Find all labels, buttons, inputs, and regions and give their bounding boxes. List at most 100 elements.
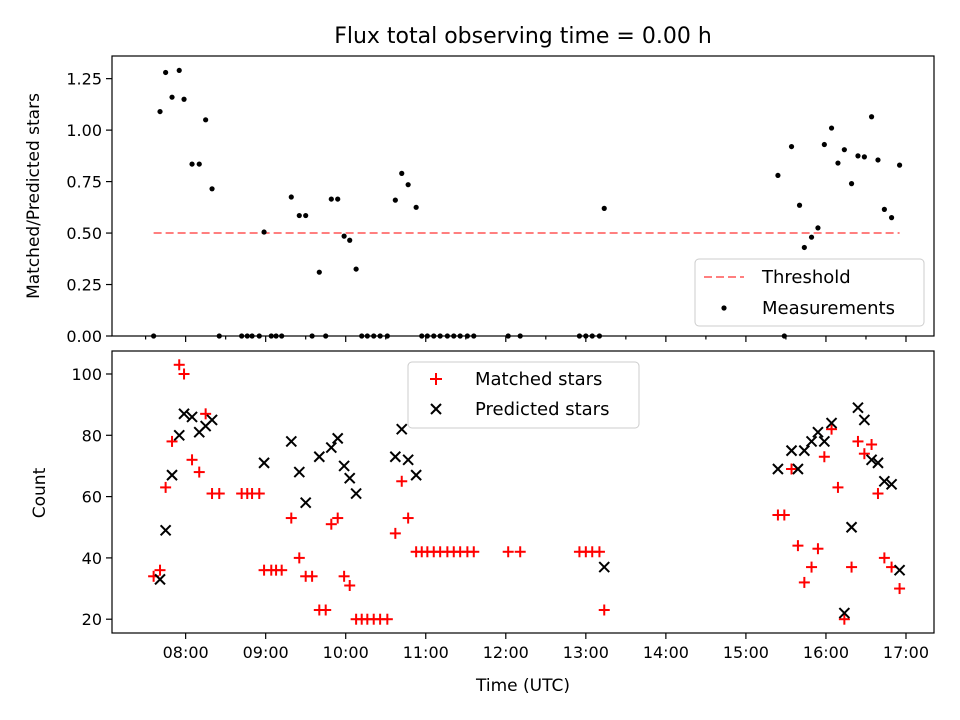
bottom-xtick-label: 14:00 xyxy=(643,643,689,662)
matched-star-point xyxy=(812,543,824,555)
measurement-point xyxy=(896,162,903,168)
measurement-point xyxy=(261,229,267,235)
matched-star-point xyxy=(852,435,864,447)
measurement-point xyxy=(181,96,187,102)
matched-legend-swatch xyxy=(430,373,442,385)
predicted-star-point xyxy=(852,401,864,414)
matched-star-point xyxy=(173,359,185,371)
measurement-point xyxy=(209,186,215,192)
predicted-star-point xyxy=(772,463,784,475)
predicted-star-point xyxy=(293,466,305,478)
matched-star-point xyxy=(792,540,804,552)
predicted-star-point xyxy=(598,561,610,573)
top-ytick-label: 1.25 xyxy=(66,70,102,89)
matched-star-point xyxy=(381,613,393,625)
matched-star-point xyxy=(832,481,844,493)
matched-star-point xyxy=(826,423,838,435)
bottom-ytick-label: 100 xyxy=(71,365,102,384)
measurement-point xyxy=(341,233,347,239)
matched-star-point xyxy=(858,448,870,460)
matched-star-point xyxy=(866,438,878,450)
matched-star-point xyxy=(502,546,514,558)
matched-star-point xyxy=(798,576,810,588)
measurement-point xyxy=(788,143,795,150)
measurement-point xyxy=(796,202,803,208)
predicted-star-point xyxy=(818,435,831,448)
matched-star-point xyxy=(178,368,190,380)
top-legend: Threshold Measurements xyxy=(694,258,925,327)
measurement-point xyxy=(775,172,781,179)
measurement-point xyxy=(828,125,835,131)
predicted-star-point xyxy=(798,444,811,457)
matched-star-point xyxy=(320,604,332,616)
matched-star-point xyxy=(154,564,166,576)
measurements-legend-label: Measurements xyxy=(762,298,895,319)
bottom-xtick-label: 17:00 xyxy=(883,643,929,662)
measurement-point xyxy=(835,160,841,166)
matched-star-point xyxy=(806,561,818,573)
bottom-xtick-label: 15:00 xyxy=(723,643,769,662)
top-legend-box xyxy=(694,258,925,327)
predicted-star-point xyxy=(825,417,838,429)
matched-legend-label: Matched stars xyxy=(475,369,602,390)
measurement-point xyxy=(353,266,359,272)
predicted-star-point xyxy=(344,472,356,484)
predicted-star-point xyxy=(785,444,798,457)
bottom-legend-box xyxy=(407,361,640,429)
top-y-ticks: 0.00 0.25 0.50 0.75 1.00 1.25 xyxy=(66,70,112,346)
predicted-star-point xyxy=(325,441,338,454)
measurement-point xyxy=(328,196,334,202)
measurement-point xyxy=(601,205,607,211)
predicted-star-point xyxy=(805,435,818,448)
measurement-point xyxy=(815,225,821,231)
measurement-point xyxy=(881,206,887,212)
measurement-point xyxy=(335,196,341,202)
matched-star-point xyxy=(306,570,318,582)
measurement-point xyxy=(888,215,895,221)
measurement-point xyxy=(347,237,353,243)
measurement-point xyxy=(413,204,419,210)
bottom-xtick-label: 10:00 xyxy=(323,643,369,662)
measurement-point xyxy=(189,161,195,167)
matched-star-point xyxy=(200,408,212,420)
measurement-point xyxy=(399,170,405,176)
predicted-star-point xyxy=(299,497,312,509)
predicted-star-point xyxy=(350,487,362,500)
matched-star-point xyxy=(166,435,178,447)
predicted-star-point xyxy=(885,478,898,491)
predicted-star-point xyxy=(872,457,884,469)
measurement-point xyxy=(875,157,881,163)
matched-star-point xyxy=(872,488,884,500)
measurement-point xyxy=(392,197,398,203)
predicted-star-point xyxy=(154,573,166,586)
bottom-panel: Count Time (UTC) 20 40 60 80 100 08:00 09:00 1… xyxy=(30,350,935,696)
top-plot-frame xyxy=(111,55,935,337)
predicted-stars-points xyxy=(154,401,906,619)
top-ytick-label: 0.00 xyxy=(66,327,102,346)
measurement-point xyxy=(861,154,867,160)
matched-star-point xyxy=(276,564,288,576)
top-ytick-label: 1.00 xyxy=(66,121,102,140)
bottom-ytick-label: 40 xyxy=(82,549,102,568)
matched-star-point xyxy=(894,583,906,595)
measurement-point xyxy=(157,108,163,115)
matched-star-point xyxy=(846,561,858,573)
top-panel: Flux total observing time = 0.00 h Match… xyxy=(24,24,935,346)
predicted-star-point xyxy=(865,454,878,466)
predicted-star-point xyxy=(186,411,198,423)
measurement-point xyxy=(203,117,209,123)
measurement-point xyxy=(868,114,875,120)
matched-star-point xyxy=(344,579,356,591)
measurement-point xyxy=(169,94,175,100)
measurement-point xyxy=(801,244,807,251)
top-ytick-label: 0.50 xyxy=(66,224,102,243)
predicted-star-point xyxy=(878,475,891,487)
matched-star-point xyxy=(325,518,337,530)
matched-star-point xyxy=(193,466,205,478)
predicted-legend-label: Predicted stars xyxy=(475,399,609,420)
predicted-star-point xyxy=(410,469,422,481)
predicted-star-point xyxy=(258,457,270,469)
matched-star-point xyxy=(160,481,172,493)
measurement-point xyxy=(855,153,861,159)
top-ytick-label: 0.25 xyxy=(66,276,102,295)
